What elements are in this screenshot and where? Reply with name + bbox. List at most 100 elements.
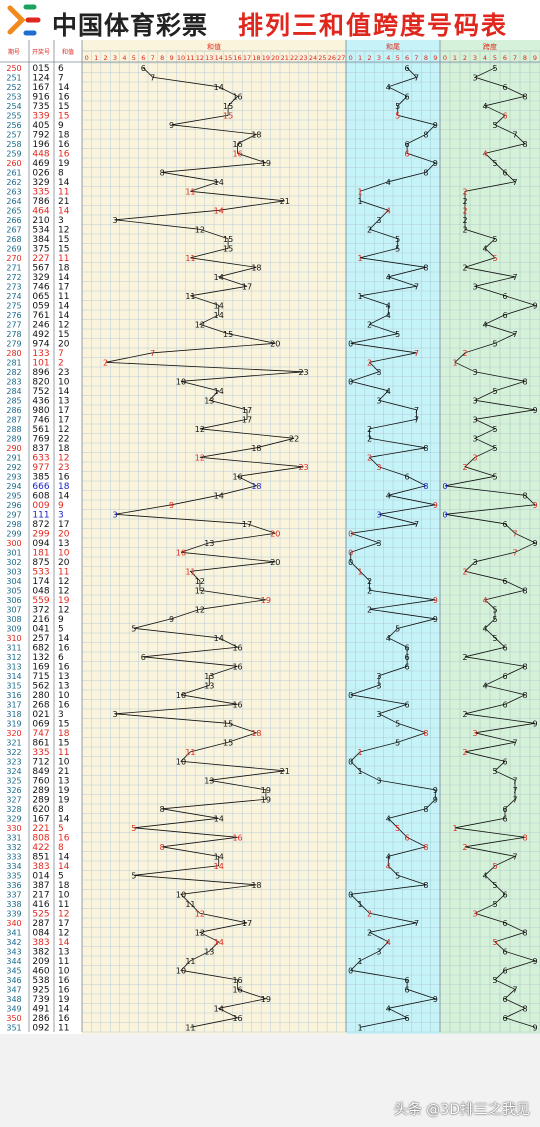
sum-trend-point: 10	[176, 691, 186, 700]
draw-number: 372	[32, 605, 49, 615]
issue-number: 284	[6, 387, 21, 396]
draw-number: 385	[32, 472, 49, 482]
tail-trend-point: 5	[395, 235, 400, 244]
span-trend-point: 5	[492, 605, 497, 614]
issue-number: 268	[6, 235, 21, 244]
tail-trend-point: 8	[423, 130, 428, 139]
tail-trend-point: 0	[348, 548, 353, 557]
span-trend-point: 6	[502, 1014, 507, 1023]
span-trend-point: 3	[472, 729, 477, 738]
span-trend-point: 8	[522, 586, 527, 595]
issue-number: 297	[6, 510, 21, 519]
tail-trend-point: 2	[367, 586, 372, 595]
span-trend-point: 7	[512, 130, 517, 139]
tail-trend-point: 7	[414, 406, 419, 415]
draw-number: 181	[32, 548, 49, 558]
draw-number: 132	[32, 653, 49, 663]
sum-value: 10	[58, 890, 70, 900]
sum-value: 14	[58, 814, 70, 824]
span-trend-point: 8	[522, 92, 527, 101]
sum-value: 14	[58, 938, 70, 948]
sum-trend-point: 6	[141, 653, 146, 662]
draw-number: 747	[32, 729, 49, 739]
sum-value: 18	[58, 130, 70, 140]
sum-trend-point: 17	[242, 282, 252, 291]
issue-number: 305	[6, 586, 21, 595]
span-trend-point: 2	[462, 843, 467, 852]
span-trend-point: 5	[492, 881, 497, 890]
span-trend-point: 2	[462, 216, 467, 225]
draw-number: 094	[32, 539, 49, 549]
issue-number: 339	[6, 909, 21, 918]
tail-trend-point: 4	[386, 273, 391, 282]
sum-trend-point: 5	[131, 624, 136, 633]
tail-trend-point: 6	[405, 985, 410, 994]
issue-number: 327	[6, 795, 21, 804]
tail-trend-point: 4	[386, 311, 391, 320]
tail-trend-point: 1	[358, 748, 363, 757]
sum-trend-point: 9	[169, 121, 174, 130]
sum-trend-point: 19	[261, 596, 271, 605]
sum-trend-point: 16	[232, 472, 242, 481]
issue-number: 343	[6, 947, 21, 956]
draw-number: 492	[32, 330, 49, 340]
sum-value: 14	[58, 206, 70, 216]
draw-number: 851	[32, 852, 49, 862]
tail-trend-point: 3	[376, 510, 381, 519]
issue-number: 278	[6, 330, 21, 339]
sum-value: 5	[58, 871, 64, 881]
tail-trend-point: 1	[358, 197, 363, 206]
span-trend-point: 3	[472, 73, 477, 82]
issue-number: 347	[6, 985, 21, 994]
sum-tick-label: 12	[196, 54, 204, 62]
tail-trend-point: 2	[367, 434, 372, 443]
tail-trend-point: 4	[386, 1004, 391, 1013]
sum-trend-point: 11	[185, 567, 195, 576]
span-trend-point: 5	[492, 387, 497, 396]
sum-trend-point: 9	[169, 615, 174, 624]
sum-trend-point: 3	[112, 710, 117, 719]
sum-trend-point: 18	[251, 130, 261, 139]
tail-trend-point: 7	[414, 415, 419, 424]
sum-trend-point: 13	[204, 776, 214, 785]
sum-trend-point: 11	[185, 900, 195, 909]
sum-value: 13	[58, 776, 69, 786]
sum-trend-point: 16	[232, 92, 242, 101]
sum-tick-label: 11	[186, 54, 194, 62]
span-trend-point: 9	[532, 1023, 537, 1032]
sum-trend-point: 23	[298, 368, 308, 377]
span-trend-point: 2	[462, 567, 467, 576]
span-trend-point: 6	[502, 947, 507, 956]
tail-trend-point: 3	[376, 672, 381, 681]
sum-trend-point: 3	[112, 216, 117, 225]
sum-tick-label: 15	[224, 54, 232, 62]
sum-trend-point: 19	[261, 159, 271, 168]
tail-trend-point: 6	[405, 140, 410, 149]
sum-value: 14	[58, 852, 70, 862]
sum-trend-point: 19	[261, 795, 271, 804]
sum-tick-label: 6	[141, 54, 145, 62]
span-trend-point: 6	[502, 111, 507, 120]
span-trend-point: 4	[482, 871, 487, 880]
tail-trend-point: 5	[395, 330, 400, 339]
sum-trend-point: 12	[195, 453, 205, 462]
span-trend-point: 8	[522, 140, 527, 149]
draw-number: 491	[32, 1004, 49, 1014]
sum-trend-point: 14	[214, 387, 224, 396]
tail-trend-point: 8	[423, 482, 428, 491]
issue-number: 274	[6, 292, 21, 301]
draw-number: 436	[32, 396, 49, 406]
draw-number: 335	[32, 748, 49, 758]
issue-number: 303	[6, 567, 21, 576]
sum-value: 12	[58, 225, 69, 235]
sum-tick-label: 4	[122, 54, 126, 62]
issue-number: 266	[6, 216, 21, 225]
header: 中国体育彩票 排列三和值跨度号码表	[0, 0, 540, 40]
issue-number: 320	[6, 729, 21, 738]
tail-trend-point: 9	[433, 795, 438, 804]
draw-number: 289	[32, 786, 49, 796]
sum-tick-label: 2	[104, 54, 108, 62]
sum-trend-point: 21	[280, 767, 290, 776]
tail-trend-point: 8	[423, 805, 428, 814]
